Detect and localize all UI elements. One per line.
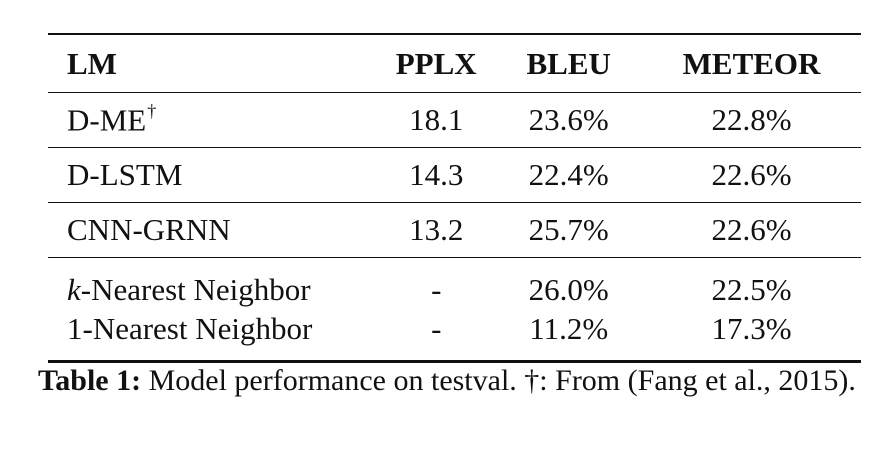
results-table-container: LM PPLX BLEU METEOR D-ME† 18.1 23.6% 22.… [48,33,861,363]
cell-pplx: - [431,310,442,346]
cell-lm-italic-prefix: k [67,271,81,307]
cell-pplx: 14.3 [409,157,464,192]
caption-label: Table 1: [38,364,142,397]
cell-lm: 1-Nearest Neighbor [67,310,313,346]
cell-meteor: 22.6% [711,212,792,247]
table-row: D-LSTM 14.3 22.4% 22.6% [48,147,861,202]
cell-bleu: 23.6% [528,102,609,137]
cell-lm: k-Nearest Neighbor [48,257,377,311]
cell-bleu: 22.4% [528,157,609,192]
cell-pplx: 13.2 [409,212,464,247]
caption-text: Model performance on testval. †: From (F… [141,364,856,397]
results-table: LM PPLX BLEU METEOR D-ME† 18.1 23.6% 22.… [48,33,861,363]
cell-bleu: 25.7% [528,212,609,247]
header-pplx: PPLX [395,45,477,81]
table-row: 1-Nearest Neighbor - 11.2% 17.3% [48,310,861,361]
table-row: CNN-GRNN 13.2 25.7% 22.6% [48,202,861,257]
table-caption: Table 1: Model performance on testval. †… [38,362,868,400]
cell-pplx: 18.1 [409,102,464,137]
cell-pplx: - [431,271,442,307]
header-lm: LM [67,45,117,81]
cell-lm: D-ME† [48,92,377,147]
table-row: k-Nearest Neighbor - 26.0% 22.5% [48,257,861,311]
header-meteor: METEOR [682,45,821,81]
header-row: LM PPLX BLEU METEOR [48,34,861,92]
cell-lm: CNN-GRNN [67,212,231,247]
cell-bleu: 26.0% [528,271,609,307]
cell-lm: D-LSTM [67,157,183,192]
cell-meteor: 22.6% [711,157,792,192]
header-bleu: BLEU [526,45,611,81]
cell-bleu: 11.2% [529,310,609,346]
table-row: D-ME† 18.1 23.6% 22.8% [48,92,861,147]
cell-meteor: 22.5% [711,271,792,307]
dagger-mark: † [147,100,157,121]
cell-lm-text: -Nearest Neighbor [80,271,311,307]
cell-lm-text: D-ME [67,102,147,138]
cell-meteor: 17.3% [711,310,792,346]
cell-meteor: 22.8% [711,102,792,137]
